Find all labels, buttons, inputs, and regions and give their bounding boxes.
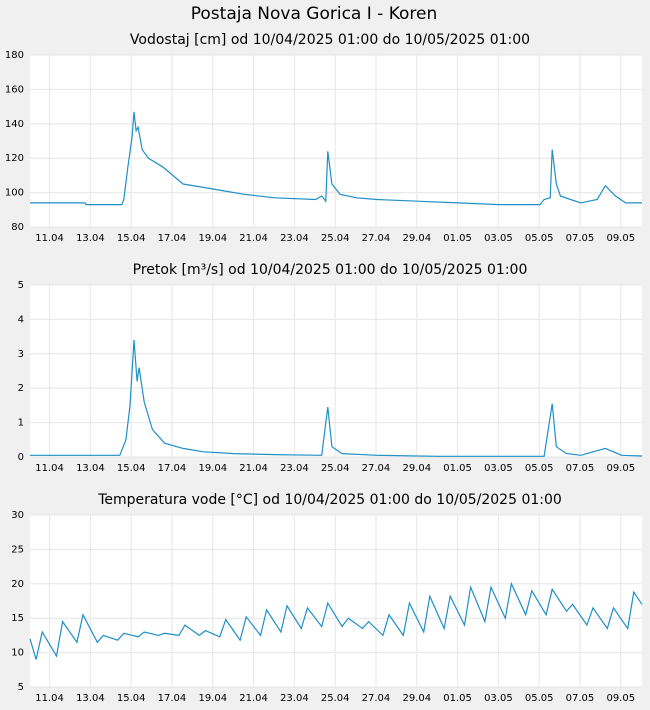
- x-tick-label: 07.05: [566, 233, 595, 244]
- x-tick-label: 29.04: [402, 463, 431, 474]
- x-tick-label: 17.04: [158, 693, 187, 704]
- x-tick-label: 25.04: [321, 693, 350, 704]
- x-tick-label: 23.04: [280, 693, 309, 704]
- y-tick-label: 15: [11, 613, 24, 624]
- x-tick-label: 29.04: [402, 233, 431, 244]
- y-tick-label: 5: [18, 682, 24, 693]
- x-tick-label: 01.05: [443, 693, 472, 704]
- y-tick-label: 2: [18, 383, 24, 394]
- y-tick-label: 10: [11, 648, 24, 659]
- x-tick-label: 03.05: [484, 233, 513, 244]
- x-tick-label: 23.04: [280, 233, 309, 244]
- y-tick-label: 5: [18, 280, 24, 291]
- x-tick-label: 17.04: [158, 463, 187, 474]
- x-tick-label: 21.04: [239, 693, 268, 704]
- x-tick-label: 13.04: [76, 463, 105, 474]
- plot-area: [30, 285, 642, 457]
- x-tick-label: 11.04: [35, 233, 64, 244]
- x-tick-label: 03.05: [484, 693, 513, 704]
- x-tick-label: 09.05: [606, 693, 635, 704]
- x-tick-label: 05.05: [525, 693, 554, 704]
- x-tick-label: 13.04: [76, 693, 105, 704]
- x-tick-label: 09.05: [606, 463, 635, 474]
- x-tick-label: 19.04: [198, 463, 227, 474]
- x-tick-label: 05.05: [525, 233, 554, 244]
- page-title: Postaja Nova Gorica I - Koren: [191, 4, 438, 24]
- y-tick-label: 120: [5, 153, 24, 164]
- x-tick-label: 01.05: [443, 463, 472, 474]
- x-tick-label: 15.04: [117, 233, 146, 244]
- x-tick-label: 19.04: [198, 233, 227, 244]
- x-tick-label: 11.04: [35, 693, 64, 704]
- data-line: [30, 339, 643, 457]
- chart-subtitle: Temperatura vode [°C] od 10/04/2025 01:0…: [97, 492, 562, 508]
- x-tick-label: 27.04: [362, 693, 391, 704]
- x-tick-label: 07.05: [566, 463, 595, 474]
- x-tick-label: 17.04: [158, 233, 187, 244]
- x-tick-label: 19.04: [198, 693, 227, 704]
- x-tick-label: 25.04: [321, 463, 350, 474]
- x-tick-label: 27.04: [362, 233, 391, 244]
- y-tick-label: 25: [11, 544, 24, 555]
- data-line: [29, 581, 643, 660]
- x-tick-label: 09.05: [606, 233, 635, 244]
- x-tick-label: 29.04: [402, 693, 431, 704]
- y-tick-label: 0: [18, 452, 24, 463]
- y-tick-label: 4: [18, 314, 24, 325]
- x-tick-label: 11.04: [35, 463, 64, 474]
- y-tick-label: 180: [5, 50, 24, 61]
- y-tick-label: 100: [5, 188, 24, 199]
- chart-subtitle: Pretok [m³/s] od 10/04/2025 01:00 do 10/…: [133, 262, 528, 278]
- x-tick-label: 27.04: [362, 463, 391, 474]
- y-tick-label: 140: [5, 119, 24, 130]
- x-tick-label: 13.04: [76, 233, 105, 244]
- chart-subtitle: Vodostaj [cm] od 10/04/2025 01:00 do 10/…: [130, 32, 530, 48]
- y-tick-label: 80: [11, 222, 24, 233]
- x-tick-label: 25.04: [321, 233, 350, 244]
- x-tick-label: 15.04: [117, 463, 146, 474]
- x-tick-label: 07.05: [566, 693, 595, 704]
- x-tick-label: 21.04: [239, 233, 268, 244]
- x-tick-label: 05.05: [525, 463, 554, 474]
- y-tick-label: 20: [11, 579, 24, 590]
- x-tick-label: 03.05: [484, 463, 513, 474]
- y-tick-label: 1: [18, 418, 24, 429]
- x-tick-label: 23.04: [280, 463, 309, 474]
- y-tick-label: 160: [5, 84, 24, 95]
- x-tick-label: 01.05: [443, 233, 472, 244]
- plot-area: [30, 515, 642, 687]
- y-tick-label: 30: [11, 510, 24, 521]
- plot-area: [30, 55, 642, 227]
- x-tick-label: 21.04: [239, 463, 268, 474]
- x-tick-label: 15.04: [117, 693, 146, 704]
- data-line: [30, 111, 642, 206]
- y-tick-label: 3: [18, 349, 24, 360]
